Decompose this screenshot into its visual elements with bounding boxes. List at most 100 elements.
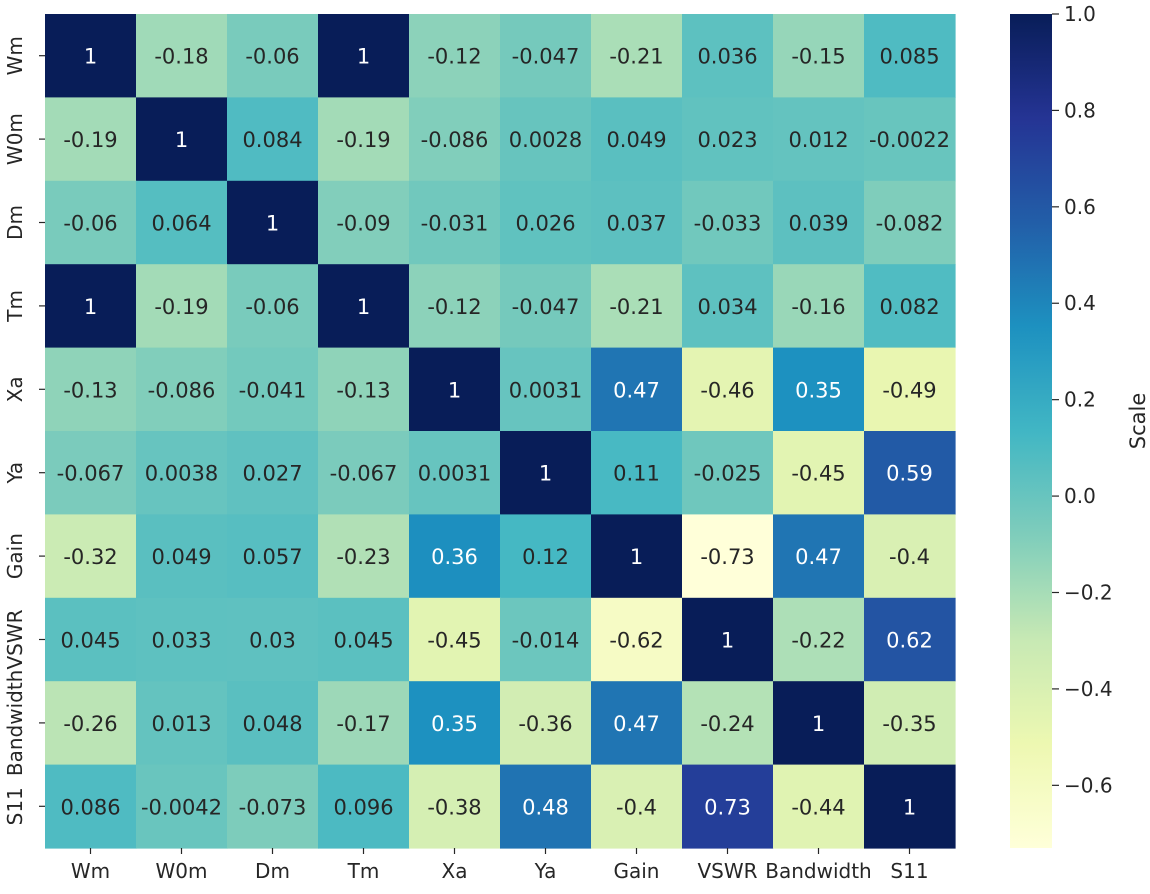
cell-value-label: -0.047 bbox=[512, 45, 580, 69]
cell-value-label: -0.4 bbox=[616, 795, 657, 819]
cell-value-label: 0.11 bbox=[613, 462, 660, 486]
cell-value-label: -0.36 bbox=[518, 712, 572, 736]
heatmap-cell-tm-gain bbox=[591, 264, 683, 349]
cell-value-label: 0.36 bbox=[431, 545, 478, 569]
heatmap-cell-xa-ya bbox=[500, 347, 592, 432]
cell-value-label: -0.18 bbox=[154, 45, 208, 69]
heatmap-cell-ya-vswr bbox=[682, 431, 774, 515]
heatmap-cell-s11-xa bbox=[409, 764, 501, 849]
cell-value-label: -0.49 bbox=[882, 378, 936, 402]
x-tick-label-vswr: VSWR bbox=[697, 859, 757, 883]
cell-value-label: -0.35 bbox=[882, 712, 936, 736]
heatmap-cell-s11-w0m bbox=[136, 764, 228, 849]
cell-value-label: -0.06 bbox=[245, 45, 299, 69]
cell-value-label: -0.26 bbox=[63, 712, 117, 736]
cell-value-label: 0.023 bbox=[697, 128, 757, 152]
cell-value-label: -0.19 bbox=[154, 295, 208, 319]
heatmap-cell-vswr-ya bbox=[500, 597, 592, 682]
heatmap-cell-s11-bandwidth bbox=[773, 764, 865, 849]
x-tick-label-xa: Xa bbox=[442, 859, 468, 883]
heatmap-cell-w0m-bandwidth bbox=[773, 97, 865, 182]
colorbar-tick-label: −0.4 bbox=[1064, 677, 1113, 701]
heatmap-cell-bandwidth-ya bbox=[500, 681, 592, 766]
cell-value-label: 0.064 bbox=[151, 212, 211, 236]
cell-value-label: 0.027 bbox=[242, 462, 302, 486]
cell-value-label: 0.084 bbox=[242, 128, 302, 152]
cell-value-label: -0.62 bbox=[609, 629, 663, 653]
heatmap-cell-gain-wm bbox=[45, 514, 137, 599]
cell-value-label: 0.59 bbox=[886, 462, 933, 486]
cell-value-label: 0.47 bbox=[613, 712, 660, 736]
cell-value-label: 1 bbox=[630, 545, 643, 569]
heatmap-cell-wm-gain bbox=[591, 14, 683, 98]
y-tick-label-bandwidth: Bandwidth bbox=[3, 670, 27, 776]
heatmap-cell-bandwidth-s11 bbox=[864, 681, 956, 766]
heatmap-cell-tm-ya bbox=[500, 264, 592, 349]
heatmap-cell-gain-gain bbox=[591, 514, 683, 599]
heatmap-cell-w0m-xa bbox=[409, 97, 501, 182]
colorbar-title: Scale bbox=[1126, 393, 1150, 450]
heatmap-cell-dm-s11 bbox=[864, 180, 956, 265]
heatmap-cell-gain-dm bbox=[227, 514, 319, 599]
heatmap-cell-dm-bandwidth bbox=[773, 180, 865, 265]
heatmap-cell-wm-ya bbox=[500, 14, 592, 98]
cell-value-label: -0.15 bbox=[791, 45, 845, 69]
heatmap-cell-dm-vswr bbox=[682, 180, 774, 265]
heatmap-cell-tm-xa bbox=[409, 264, 501, 349]
heatmap-cell-ya-ya bbox=[500, 431, 592, 515]
cell-value-label: -0.06 bbox=[245, 295, 299, 319]
cell-value-label: -0.0042 bbox=[141, 795, 222, 819]
heatmap-annotations: 1 -0.18 -0.06 1 -0.12 -0.047 -0.21 0.036 -0.15 0.… bbox=[57, 45, 950, 820]
cell-value-label: -0.73 bbox=[700, 545, 754, 569]
heatmap-cell-w0m-wm bbox=[45, 97, 137, 182]
heatmap-cell-w0m-w0m bbox=[136, 97, 228, 182]
x-tick-label-gain: Gain bbox=[614, 859, 660, 883]
cell-value-label: 0.013 bbox=[151, 712, 211, 736]
heatmap-cell-s11-ya bbox=[500, 764, 592, 849]
heatmap-cell-wm-xa bbox=[409, 14, 501, 98]
cell-value-label: -0.44 bbox=[791, 795, 845, 819]
cell-value-label: -0.025 bbox=[694, 462, 762, 486]
heatmap-cell-vswr-s11 bbox=[864, 597, 956, 682]
heatmap-cell-vswr-gain bbox=[591, 597, 683, 682]
heatmap-cell-dm-tm bbox=[318, 180, 410, 265]
cell-value-label: -0.047 bbox=[512, 295, 580, 319]
cell-value-label: -0.0022 bbox=[869, 128, 950, 152]
cell-value-label: -0.033 bbox=[694, 212, 762, 236]
cell-value-label: -0.067 bbox=[57, 462, 125, 486]
y-tick-label-ya: Ya bbox=[3, 462, 27, 485]
heatmap-cell-bandwidth-tm bbox=[318, 681, 410, 766]
heatmap-cell-vswr-bandwidth bbox=[773, 597, 865, 682]
colorbar: 1.0 0.8 0.6 0.4 0.2 0.0 −0.2 −0.4 −0.6 Scale bbox=[1010, 2, 1150, 848]
y-tick-label-tm: Tm bbox=[3, 290, 27, 323]
cell-value-label: -0.06 bbox=[63, 212, 117, 236]
y-tick-label-wm: Wm bbox=[3, 36, 27, 75]
cell-value-label: 0.0031 bbox=[509, 378, 582, 402]
heatmap-cell-tm-w0m bbox=[136, 264, 228, 349]
cell-value-label: -0.13 bbox=[336, 378, 390, 402]
cell-value-label: 0.037 bbox=[606, 212, 666, 236]
colorbar-gradient bbox=[1010, 14, 1052, 848]
cell-value-label: -0.067 bbox=[330, 462, 398, 486]
cell-value-label: 0.0028 bbox=[509, 128, 582, 152]
cell-value-label: 1 bbox=[539, 462, 552, 486]
cell-value-label: 1 bbox=[812, 712, 825, 736]
heatmap-cell-vswr-wm bbox=[45, 597, 137, 682]
cell-value-label: -0.09 bbox=[336, 212, 390, 236]
heatmap-cell-wm-s11 bbox=[864, 14, 956, 98]
heatmap-cell-bandwidth-gain bbox=[591, 681, 683, 766]
cell-value-label: 0.086 bbox=[60, 795, 120, 819]
heatmap-cell-bandwidth-w0m bbox=[136, 681, 228, 766]
cell-value-label: 0.085 bbox=[879, 45, 939, 69]
cell-value-label: -0.17 bbox=[336, 712, 390, 736]
cell-value-label: -0.21 bbox=[609, 45, 663, 69]
heatmap-cell-gain-w0m bbox=[136, 514, 228, 599]
cell-value-label: 1 bbox=[448, 378, 461, 402]
heatmap-cell-wm-w0m bbox=[136, 14, 228, 98]
cell-value-label: -0.45 bbox=[427, 629, 481, 653]
heatmap-cell-xa-xa bbox=[409, 347, 501, 432]
heatmap-cell-ya-bandwidth bbox=[773, 431, 865, 515]
heatmap-cell-dm-wm bbox=[45, 180, 137, 265]
